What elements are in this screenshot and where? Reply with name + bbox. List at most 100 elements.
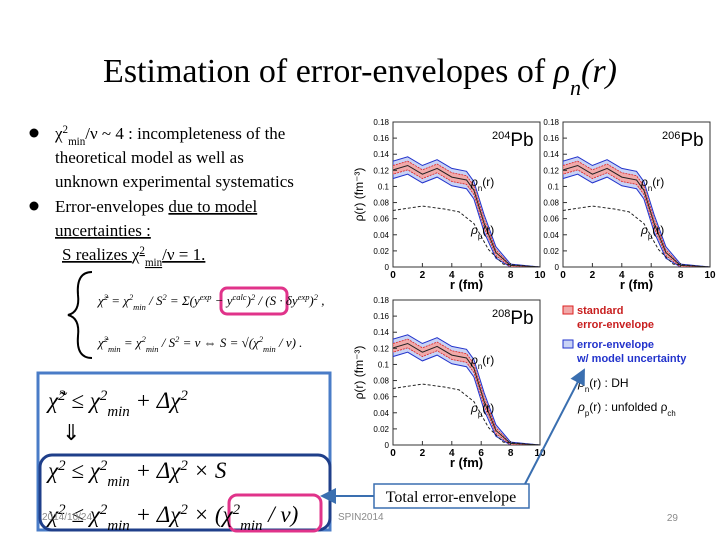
formula-arrow: ⇓ <box>62 420 80 445</box>
page-number: 29 <box>667 513 679 524</box>
y-tick-label: 0.04 <box>373 409 389 418</box>
x-axis-label: r (fm) <box>450 455 483 470</box>
legend-swatch <box>562 305 574 315</box>
annotation: Total error-envelope <box>386 489 517 506</box>
curve-arg: (r) <box>482 401 494 415</box>
x-axis-label: r (fm) <box>620 277 653 292</box>
y-tick-label: 0.06 <box>543 215 559 224</box>
formula: χ̃2 ≤ χ2min + Δχ2 <box>46 388 188 420</box>
curve-arg: (r) <box>652 223 664 237</box>
y-axis-label: ρ(r) (fm⁻³) <box>352 346 366 400</box>
y-tick-label: 0.06 <box>373 215 389 224</box>
arrow <box>524 368 585 485</box>
bullet-line: theoretical model as well as <box>55 148 244 167</box>
nucleus-label: 204Pb <box>492 130 534 151</box>
footer: 2014/10/24 SPIN2014 29 <box>42 512 678 524</box>
bullet-line: Error-envelopes due to model <box>55 197 257 216</box>
density-plot: 0.18 0.16 0.14 0.12 0.1 0.08 0.06 0.04 0.02 00 2 4 6… <box>352 296 546 470</box>
slide-title: Estimation of error-envelopes of ρn(r) <box>103 53 617 100</box>
y-tick-label: 0.04 <box>543 231 559 240</box>
curve-symbol: ρ <box>470 401 478 415</box>
bullet-line: S realizes χ2min/ν = 1. <box>62 245 205 269</box>
legend-text: ρn(r) : DH <box>577 376 629 394</box>
density-plot: 0.18 0.16 0.14 0.12 0.1 0.08 0.06 0.04 0.02 00 2 4 6… <box>543 118 716 292</box>
x-tick-label: 4 <box>449 270 455 281</box>
y-tick-label: 0.12 <box>373 344 389 353</box>
x-tick-label: 6 <box>648 270 654 281</box>
mass-number: 204 <box>492 130 510 142</box>
curve-arg: (r) <box>482 175 494 189</box>
x-tick-label: 2 <box>420 270 426 281</box>
mass-number: 208 <box>492 308 510 320</box>
mass-number: 206 <box>662 130 680 142</box>
curve-symbol: ρ <box>640 223 648 237</box>
annotation-box <box>373 483 530 509</box>
y-tick-label: 0.18 <box>373 296 389 305</box>
x-tick-label: 0 <box>390 448 396 459</box>
y-tick-label: 0.08 <box>373 199 389 208</box>
curve-arg: (r) <box>482 223 494 237</box>
curve-sub: p <box>648 232 653 241</box>
x-tick-label: 4 <box>619 270 625 281</box>
x-tick-label: 8 <box>508 270 514 281</box>
curve-sub: p <box>478 232 483 241</box>
y-tick-label: 0.02 <box>373 425 389 434</box>
y-axis-label: ρ(r) (fm⁻³) <box>352 168 366 222</box>
bullet-line: unknown experimental systematics <box>55 172 294 191</box>
y-tick-label: 0 <box>555 263 560 272</box>
plot-area <box>392 299 541 446</box>
bullet-marker <box>29 201 39 211</box>
bullet-marker <box>29 128 39 138</box>
curve-label: ρn(r) <box>640 175 664 193</box>
curve-symbol: ρ <box>470 223 478 237</box>
x-tick-label: 6 <box>478 270 484 281</box>
element: Pb <box>680 130 703 151</box>
curve-label: ρn(r) <box>470 175 494 193</box>
curve-symbol: ρ <box>470 175 478 189</box>
y-tick-label: 0.12 <box>373 166 389 175</box>
curve-sub: n <box>478 184 482 193</box>
legend-swatch <box>562 339 574 349</box>
plot-area <box>562 121 711 268</box>
x-tick-label: 4 <box>449 448 455 459</box>
x-tick-label: 2 <box>590 270 596 281</box>
element: Pb <box>510 308 533 329</box>
y-tick-label: 0.14 <box>373 328 389 337</box>
element: Pb <box>510 130 533 151</box>
formula: χ̃2min = χ2min / S2 = ν ⇔ S = √(χ2min / … <box>96 334 302 354</box>
curve-symbol: ρ <box>640 175 648 189</box>
x-axis-label: r (fm) <box>450 277 483 292</box>
curve-label: ρp(r) <box>470 223 494 241</box>
curve-arg: (r) <box>652 175 664 189</box>
footer-date: 2014/10/24 <box>42 512 92 523</box>
x-tick-label: 8 <box>678 270 684 281</box>
y-tick-label: 0.12 <box>543 166 559 175</box>
curve-sub: n <box>648 184 652 193</box>
legend-text: ρp(r) : unfolded ρch <box>577 400 676 418</box>
bullet-line: χ2min/ν ~ 4 : incompleteness of the <box>54 124 285 148</box>
y-tick-label: 0.16 <box>543 134 559 143</box>
x-tick-label: 0 <box>390 270 396 281</box>
y-tick-label: 0 <box>385 441 390 450</box>
footer-conference: SPIN2014 <box>338 512 384 523</box>
y-tick-label: 0.18 <box>373 118 389 127</box>
legend-text: standard <box>577 305 623 317</box>
x-tick-label: 0 <box>560 270 566 281</box>
x-tick-label: 2 <box>420 448 426 459</box>
y-tick-label: 0.04 <box>373 231 389 240</box>
y-tick-label: 0 <box>385 263 390 272</box>
curve-label: ρp(r) <box>470 401 494 419</box>
y-tick-label: 0.1 <box>378 360 390 369</box>
formula: χ̃2 = χ2min / S2 = Σ(yexp − ycalc)2 / (S… <box>96 292 324 312</box>
curve-label: ρn(r) <box>470 353 494 371</box>
y-tick-label: 0.02 <box>543 247 559 256</box>
curve-sub: p <box>478 410 483 419</box>
y-tick-label: 0.18 <box>543 118 559 127</box>
x-tick-label: 6 <box>478 448 484 459</box>
legend: standard error-envelope error-envelope w… <box>562 305 687 418</box>
curve-label: ρp(r) <box>640 223 664 241</box>
legend-text: w/ model uncertainty <box>576 353 687 365</box>
nucleus-label: 208Pb <box>492 308 534 329</box>
